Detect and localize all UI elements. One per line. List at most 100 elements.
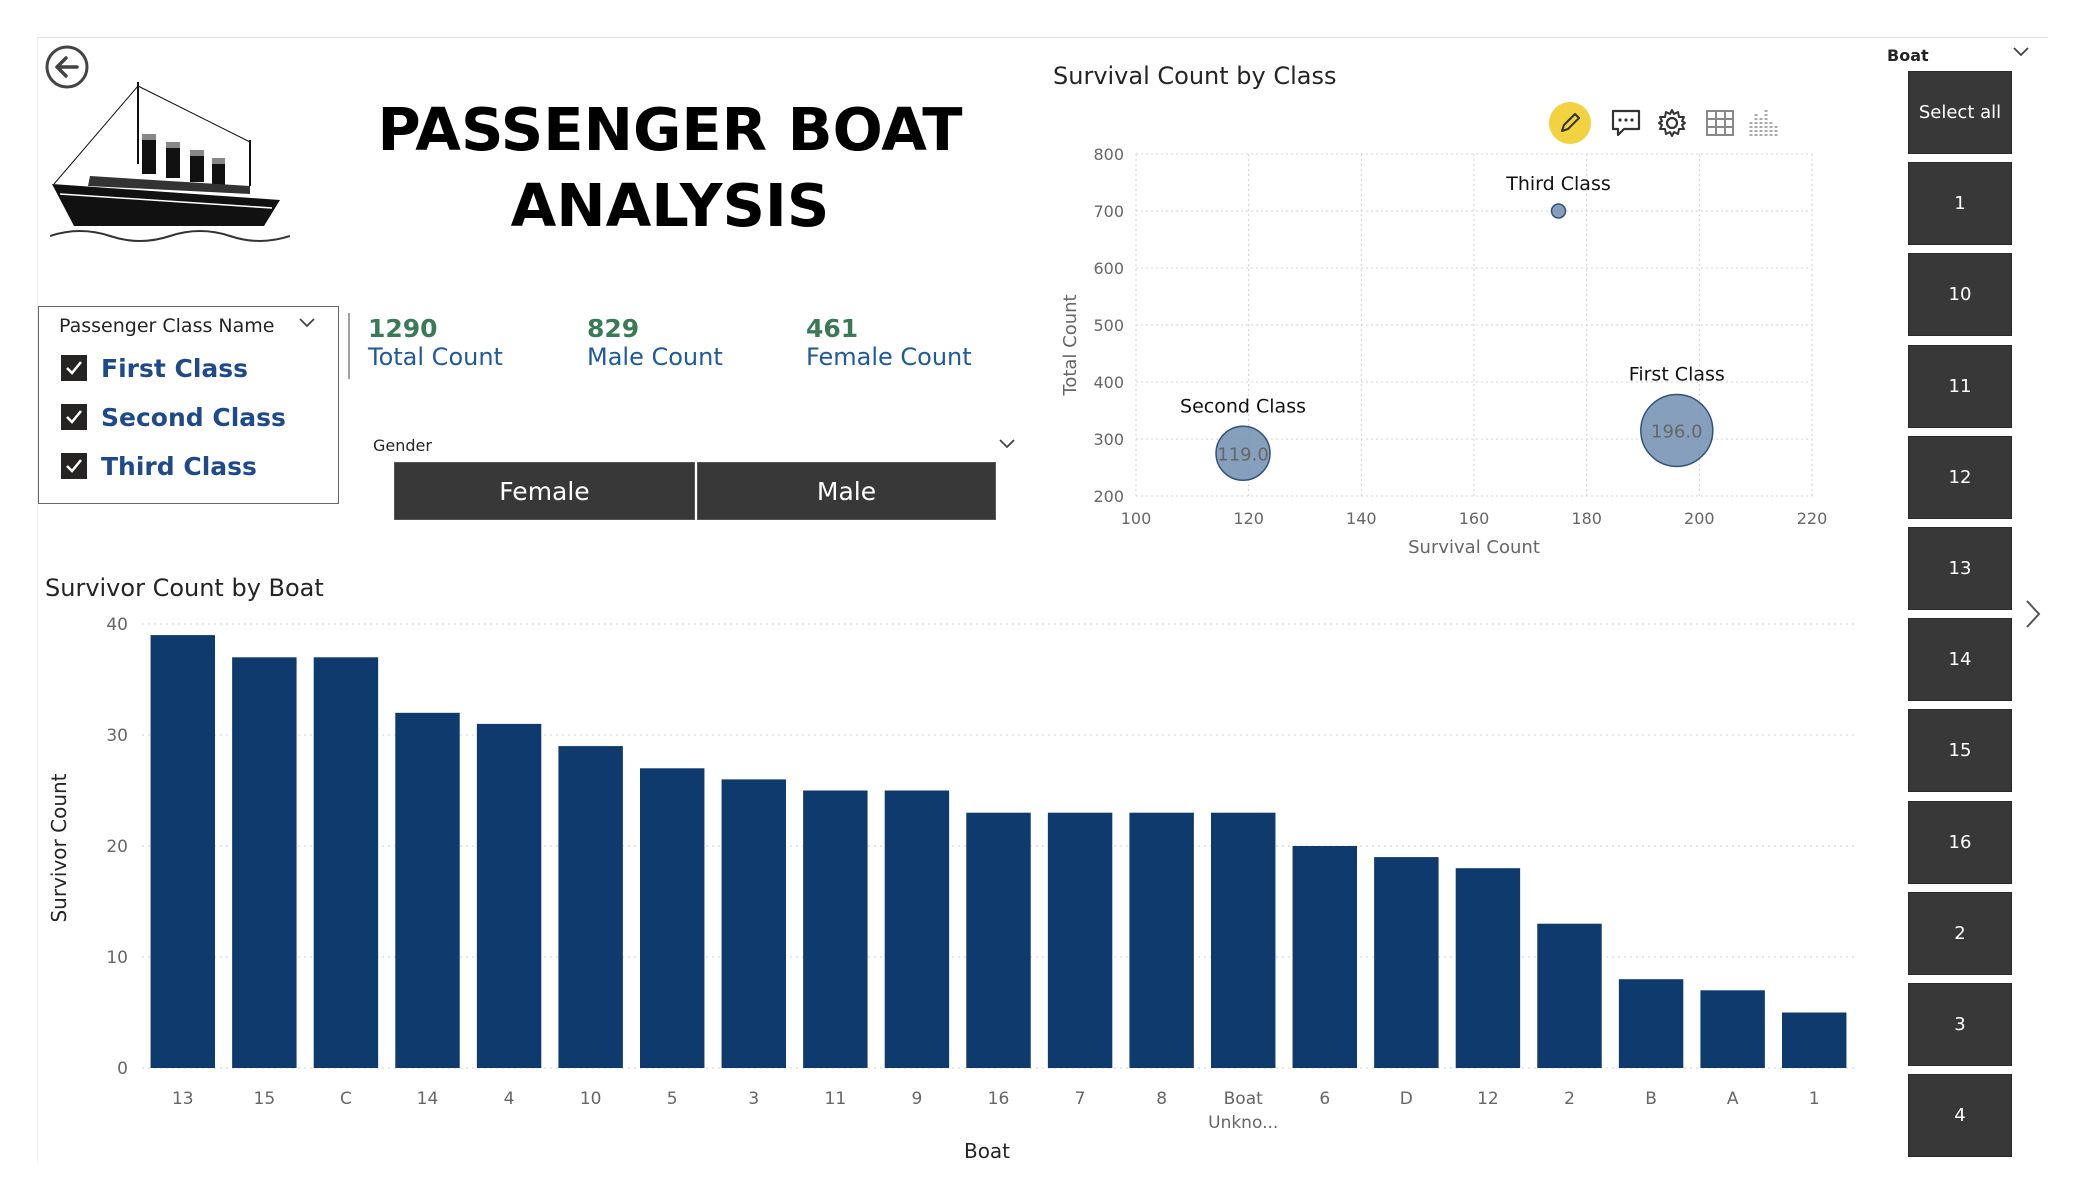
boat-tile[interactable]: 4 bbox=[1908, 1074, 2012, 1158]
kpi-label: Male Count bbox=[587, 343, 723, 371]
y-tick-label: 400 bbox=[1093, 373, 1124, 392]
bar bbox=[884, 790, 950, 1068]
bar bbox=[639, 768, 705, 1068]
slicer-item-label: First Class bbox=[101, 353, 249, 383]
chart-icon[interactable] bbox=[1748, 104, 1780, 138]
y-tick-label: 600 bbox=[1093, 259, 1124, 278]
chevron-right-icon[interactable] bbox=[2024, 598, 2042, 630]
y-tick-label: 0 bbox=[117, 1059, 128, 1079]
x-tick-label: 220 bbox=[1797, 509, 1828, 528]
x-tick-label: 14 bbox=[417, 1089, 439, 1109]
x-tick-label: 180 bbox=[1571, 509, 1602, 528]
checkbox-checked-icon[interactable] bbox=[61, 355, 87, 381]
boat-tile[interactable]: 11 bbox=[1908, 344, 2012, 428]
bubble-size-label: 196.0 bbox=[1651, 421, 1703, 442]
x-tick-label: 4 bbox=[504, 1089, 515, 1109]
boat-tile[interactable]: 14 bbox=[1908, 618, 2012, 702]
x-tick-label: 7 bbox=[1075, 1089, 1086, 1109]
kpi-female-count: 461 Female Count bbox=[806, 314, 972, 371]
x-tick-label: 120 bbox=[1233, 509, 1264, 528]
chevron-down-icon[interactable] bbox=[2012, 46, 2030, 58]
y-tick-label: 500 bbox=[1093, 316, 1124, 335]
x-tick-label: 3 bbox=[748, 1089, 759, 1109]
y-axis-label: Survivor Count bbox=[47, 773, 71, 922]
y-tick-label: 20 bbox=[106, 837, 128, 857]
boat-tile[interactable]: 15 bbox=[1908, 709, 2012, 793]
edit-icon[interactable] bbox=[1548, 101, 1592, 145]
gender-button-male[interactable]: Male bbox=[697, 462, 996, 520]
kpi-value: 1290 bbox=[368, 314, 438, 343]
boat-tile[interactable]: 16 bbox=[1908, 800, 2012, 884]
bubble-point bbox=[1215, 425, 1271, 481]
kpi-value: 461 bbox=[806, 314, 859, 343]
point-label: Second Class bbox=[1180, 395, 1306, 417]
x-tick-label: 8 bbox=[1156, 1089, 1167, 1109]
boat-tile[interactable]: 13 bbox=[1908, 527, 2012, 610]
y-tick-label: 800 bbox=[1093, 145, 1124, 164]
slicer-item-label: Third Class bbox=[101, 451, 257, 481]
bar bbox=[1374, 857, 1439, 1068]
report-title: PASSENGER BOAT ANALYSIS bbox=[360, 92, 980, 244]
x-tick-label: 13 bbox=[172, 1089, 194, 1109]
settings-icon[interactable] bbox=[1657, 108, 1687, 138]
x-tick-label: 160 bbox=[1459, 509, 1490, 528]
comment-icon[interactable] bbox=[1610, 108, 1642, 138]
report-title-line2: ANALYSIS bbox=[510, 171, 830, 240]
slicer-item-second-class[interactable]: Second Class bbox=[61, 400, 286, 434]
checkbox-checked-icon[interactable] bbox=[61, 404, 87, 430]
bar bbox=[150, 635, 216, 1068]
bar bbox=[232, 657, 297, 1068]
kpi-value: 829 bbox=[587, 314, 640, 343]
x-tick-label: B bbox=[1645, 1089, 1657, 1109]
kpi-divider bbox=[348, 313, 350, 379]
y-tick-label: 40 bbox=[106, 615, 128, 635]
ship-logo bbox=[50, 82, 290, 242]
table-icon[interactable] bbox=[1705, 109, 1735, 137]
x-tick-label: 200 bbox=[1684, 509, 1715, 528]
boat-tile[interactable]: 1 bbox=[1908, 162, 2012, 246]
bar bbox=[1618, 979, 1684, 1068]
x-tick-label: Unkno... bbox=[1208, 1113, 1278, 1133]
boat-tile[interactable]: 3 bbox=[1908, 983, 2012, 1066]
bar bbox=[313, 657, 379, 1068]
scatter-chart: 100 120 140 160 180 200 220 200 300 400 500 600 700 8… bbox=[1060, 145, 1828, 558]
scatter-chart-title: Survival Count by Class bbox=[1053, 62, 1337, 90]
x-axis-label: Boat bbox=[964, 1139, 1010, 1163]
boat-tile[interactable]: 12 bbox=[1908, 435, 2012, 519]
boat-tile[interactable]: 2 bbox=[1908, 891, 2012, 975]
bar bbox=[1210, 812, 1276, 1068]
x-tick-label: A bbox=[1727, 1089, 1739, 1109]
slicer-item-third-class[interactable]: Third Class bbox=[61, 449, 257, 483]
slicer-header: Passenger Class Name bbox=[59, 315, 275, 337]
x-tick-label: 100 bbox=[1121, 509, 1152, 528]
x-tick-label: 15 bbox=[254, 1089, 276, 1109]
x-tick-label: C bbox=[340, 1089, 352, 1109]
slicer-item-first-class[interactable]: First Class bbox=[61, 351, 248, 385]
back-arrow-icon[interactable] bbox=[44, 44, 90, 90]
chevron-down-icon[interactable] bbox=[298, 317, 316, 329]
bar bbox=[476, 723, 542, 1068]
chevron-down-icon[interactable] bbox=[998, 438, 1016, 450]
report-canvas bbox=[37, 37, 2048, 1163]
boat-slicer-header: Boat bbox=[1887, 46, 1929, 65]
gender-button-female[interactable]: Female bbox=[394, 462, 695, 520]
point-label: First Class bbox=[1629, 363, 1725, 385]
slicer-item-label: Second Class bbox=[101, 402, 286, 432]
bar-chart-title: Survivor Count by Boat bbox=[45, 574, 324, 602]
bar bbox=[1455, 868, 1521, 1068]
bar bbox=[395, 712, 460, 1068]
y-tick-label: 700 bbox=[1093, 202, 1124, 221]
kpi-label: Total Count bbox=[368, 343, 503, 371]
boat-tile[interactable]: 10 bbox=[1908, 253, 2012, 337]
gender-slicer-header: Gender bbox=[373, 436, 432, 455]
boat-tile-select-all[interactable]: Select all bbox=[1908, 71, 2012, 154]
bar bbox=[1047, 812, 1113, 1068]
passenger-class-slicer: Passenger Class Name First Class Second … bbox=[38, 306, 339, 504]
bar bbox=[1700, 990, 1765, 1068]
y-axis-label: Total Count bbox=[1060, 294, 1081, 396]
kpi-label: Female Count bbox=[806, 343, 972, 371]
bar bbox=[721, 779, 787, 1068]
x-tick-label: 16 bbox=[988, 1089, 1010, 1109]
y-tick-label: 200 bbox=[1093, 487, 1124, 506]
checkbox-checked-icon[interactable] bbox=[61, 453, 87, 479]
